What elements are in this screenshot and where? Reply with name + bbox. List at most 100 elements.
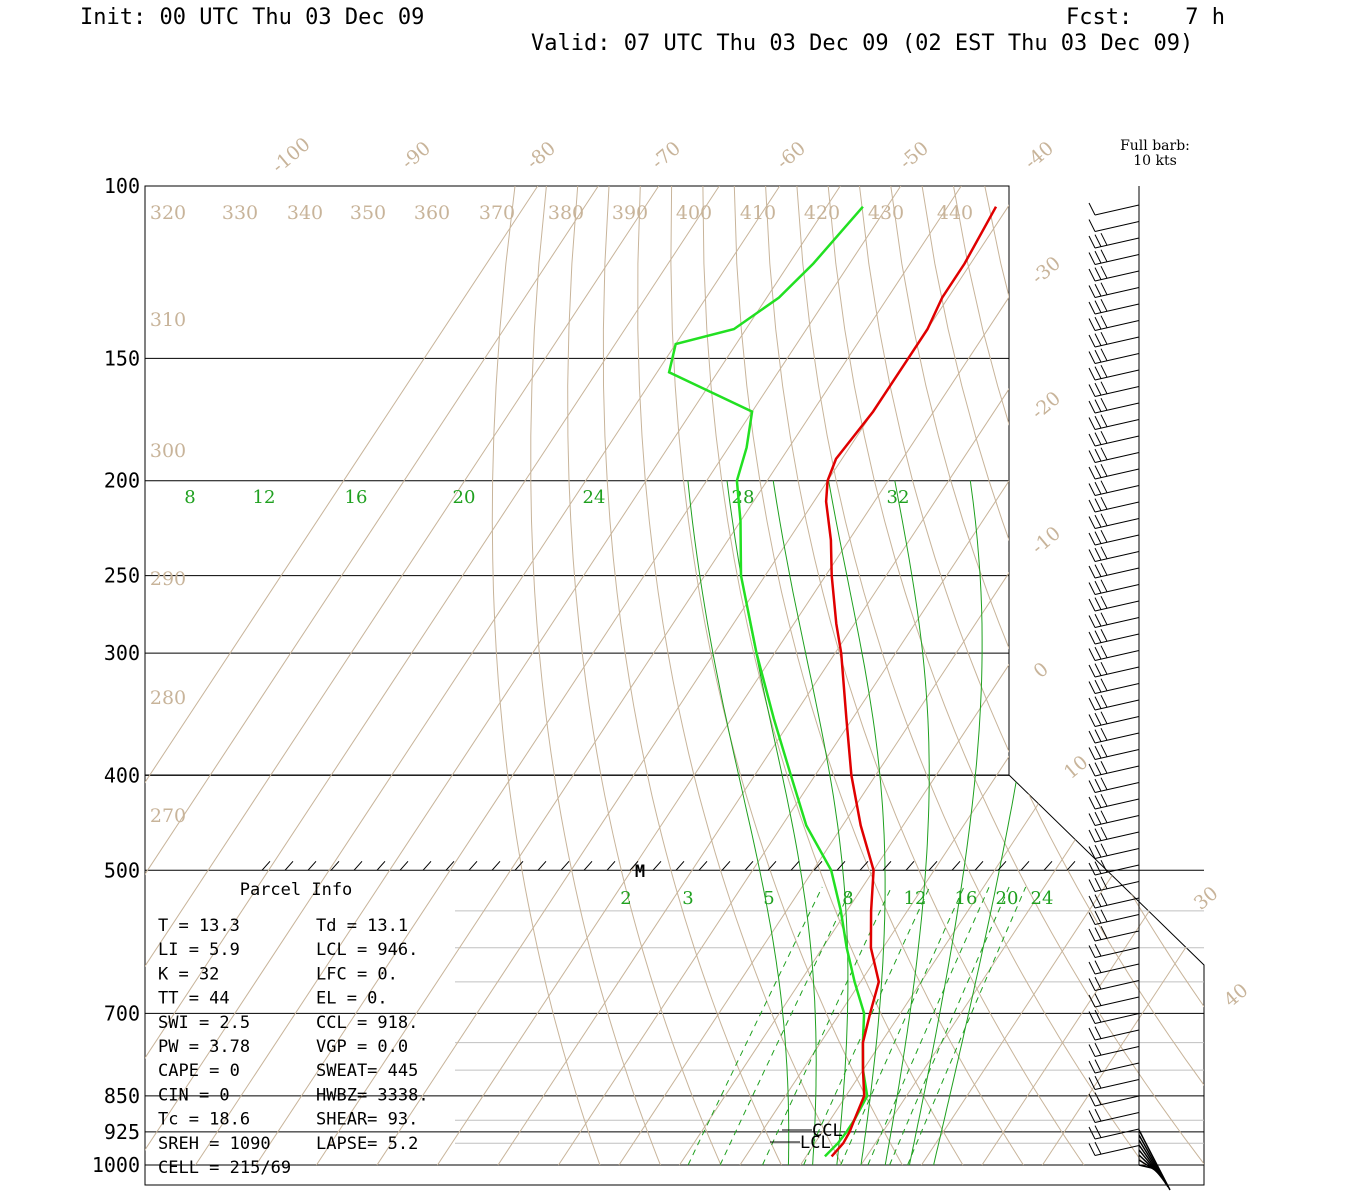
surface-wind-barb bbox=[1138, 1159, 1159, 1173]
dry-adiabat-label: 380 bbox=[548, 202, 584, 224]
parcel-info-right-1: LCL = 946. bbox=[316, 940, 418, 960]
dry-adiabat bbox=[1109, 186, 1204, 1166]
isotherm bbox=[145, 186, 539, 1166]
mixing-ratio-label: 16 bbox=[955, 888, 978, 909]
dry-adiabat bbox=[602, 186, 782, 1166]
wind-barb bbox=[1088, 579, 1140, 595]
wind-barb bbox=[1088, 331, 1140, 348]
wind-barb bbox=[1088, 562, 1140, 579]
hatch-mark bbox=[836, 860, 846, 871]
isotherm bbox=[679, 186, 1204, 1166]
hatch-mark bbox=[859, 860, 869, 871]
moist-adiabat bbox=[687, 480, 790, 1166]
hatch-mark bbox=[629, 860, 639, 871]
dry-adiabat-label: 310 bbox=[150, 309, 186, 331]
wind-barb bbox=[1088, 793, 1140, 810]
pressure-tick-100: 100 bbox=[104, 174, 140, 198]
wind-barb bbox=[1088, 859, 1140, 876]
isotherm-label: 0 bbox=[1029, 658, 1052, 683]
hatch-mark bbox=[1020, 860, 1030, 871]
hatch-mark bbox=[583, 860, 593, 871]
parcel-info-right-9: LAPSE= 5.2 bbox=[316, 1134, 418, 1154]
hatch-mark bbox=[491, 860, 501, 871]
wind-barb bbox=[1088, 628, 1140, 645]
wind-barb bbox=[1088, 1125, 1140, 1140]
hatch-mark bbox=[997, 860, 1007, 871]
isotherm-label: -30 bbox=[1027, 252, 1065, 289]
wind-barb bbox=[1088, 348, 1140, 364]
m-marker: M bbox=[635, 862, 645, 882]
wind-barb bbox=[1088, 661, 1140, 678]
wind-barb bbox=[1088, 777, 1140, 793]
parcel-info-left-10: CELL = 215/69 bbox=[158, 1158, 291, 1178]
wind-barb bbox=[1088, 219, 1140, 232]
barb-legend-line2: 10 kts bbox=[1133, 153, 1177, 169]
isotherm-label: -80 bbox=[522, 137, 560, 174]
temperature-profile bbox=[824, 206, 998, 1158]
mixing-ratio-label: 3 bbox=[682, 888, 693, 909]
parcel-info-left-4: SWI = 2.5 bbox=[158, 1013, 250, 1033]
moist-adiabat-label: 32 bbox=[887, 487, 910, 508]
isotherm-label: 30 bbox=[1190, 882, 1223, 914]
parcel-info-left-6: CAPE = 0 bbox=[158, 1061, 240, 1081]
hatch-mark bbox=[353, 860, 363, 871]
wind-barb bbox=[1088, 430, 1140, 447]
dry-adiabat-label: 440 bbox=[937, 202, 973, 224]
barb-legend: Full barb: 10 kts bbox=[1100, 139, 1210, 169]
dry-adiabat-label: 400 bbox=[676, 202, 712, 224]
wind-barb bbox=[1088, 414, 1140, 430]
pressure-tick-700: 700 bbox=[104, 1001, 140, 1025]
dry-adiabat-label: 360 bbox=[414, 202, 450, 224]
mixing-ratio-label: 20 bbox=[996, 888, 1019, 909]
wind-barb bbox=[1088, 843, 1140, 859]
hatch-mark bbox=[284, 860, 294, 871]
mixing-ratio-line bbox=[889, 886, 1010, 1166]
hatch-mark bbox=[675, 860, 685, 871]
wind-barb bbox=[1088, 298, 1140, 315]
isotherm-label: -50 bbox=[895, 137, 933, 174]
wind-barb bbox=[1088, 282, 1140, 298]
hatch-mark bbox=[422, 860, 432, 871]
wind-barb bbox=[1088, 1075, 1140, 1090]
parcel-info-right-3: EL = 0. bbox=[316, 989, 388, 1009]
parcel-info-left-5: PW = 3.78 bbox=[158, 1037, 250, 1057]
dry-adiabat-label: 410 bbox=[740, 202, 776, 224]
init-time: Init: 00 UTC Thu 03 Dec 09 bbox=[80, 5, 425, 30]
parcel-info-left-0: T = 13.3 bbox=[158, 916, 240, 936]
wind-barb bbox=[1088, 892, 1140, 909]
dry-adiabat bbox=[530, 186, 661, 1166]
hatch-mark bbox=[744, 860, 754, 871]
wind-barb bbox=[1088, 943, 1140, 958]
hatch-mark bbox=[445, 860, 455, 871]
moist-adiabat bbox=[884, 480, 930, 1166]
wind-barb bbox=[1088, 909, 1140, 925]
dry-adiabat-label: 280 bbox=[150, 687, 186, 709]
hatch-mark bbox=[813, 860, 823, 871]
parcel-info-right-6: SWEAT= 445 bbox=[316, 1061, 418, 1081]
parcel-info-left-1: LI = 5.9 bbox=[158, 940, 240, 960]
isotherm bbox=[195, 186, 841, 1166]
dry-adiabat-label: 370 bbox=[479, 202, 515, 224]
pressure-tick-150: 150 bbox=[104, 346, 140, 370]
isotherm bbox=[145, 186, 660, 1166]
isotherm bbox=[145, 186, 720, 1166]
wind-barb bbox=[1088, 381, 1140, 397]
hatch-mark bbox=[261, 860, 271, 871]
dry-adiabat bbox=[859, 186, 1204, 1166]
isotherm bbox=[1042, 186, 1204, 1166]
mixing-ratio-line bbox=[907, 886, 1027, 1166]
hatch-mark bbox=[905, 860, 915, 871]
dry-adiabat bbox=[567, 186, 722, 1166]
mixing-ratio-label: 2 bbox=[620, 888, 631, 909]
isotherm-label: 40 bbox=[1220, 979, 1253, 1011]
wind-barb bbox=[1088, 678, 1140, 694]
wind-barb bbox=[1088, 694, 1140, 711]
hatch-mark bbox=[468, 860, 478, 871]
wind-barb bbox=[1088, 711, 1140, 727]
parcel-info-left-3: TT = 44 bbox=[158, 989, 230, 1009]
mixing-ratio-line bbox=[867, 886, 990, 1166]
wind-barb bbox=[1088, 595, 1140, 612]
mixing-ratio-label: 5 bbox=[763, 888, 774, 909]
isotherm bbox=[316, 186, 962, 1166]
